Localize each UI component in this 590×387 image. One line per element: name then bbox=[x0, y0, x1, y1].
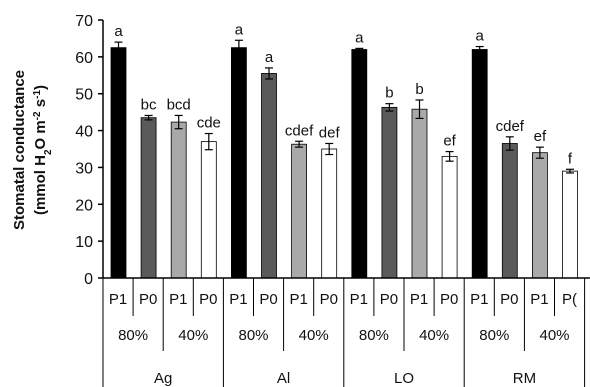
bar bbox=[321, 148, 338, 279]
bar bbox=[381, 106, 398, 279]
significance-label: a bbox=[355, 29, 364, 46]
bar bbox=[501, 143, 518, 279]
x-label-phosphorus: P1 bbox=[289, 291, 307, 308]
bar bbox=[230, 47, 247, 279]
x-label-phosphorus: P0 bbox=[259, 291, 277, 308]
significance-label: cdef bbox=[496, 118, 525, 135]
bar bbox=[291, 143, 308, 279]
significance-label: bcd bbox=[167, 96, 191, 113]
bar bbox=[562, 170, 578, 279]
significance-label: bc bbox=[141, 96, 157, 113]
bar bbox=[532, 152, 548, 279]
x-label-water: 80% bbox=[238, 327, 268, 344]
x-label-water: 40% bbox=[539, 327, 569, 344]
x-label-phosphorus: P1 bbox=[229, 291, 247, 308]
x-label-phosphorus: P0 bbox=[500, 291, 518, 308]
y-tick-label: 20 bbox=[75, 197, 93, 214]
y-tick-label: 10 bbox=[75, 234, 93, 251]
bar bbox=[351, 49, 368, 279]
significance-label: f bbox=[568, 150, 573, 167]
x-label-phosphorus: P0 bbox=[139, 291, 157, 308]
significance-label: a bbox=[235, 21, 244, 38]
bar bbox=[170, 121, 187, 279]
x-label-phosphorus: P1 bbox=[470, 291, 488, 308]
bar bbox=[471, 49, 488, 279]
bar bbox=[261, 73, 277, 279]
x-label-phosphorus: P1 bbox=[410, 291, 428, 308]
y-axis-title-line2: (mmol H2O m-2 s-1) bbox=[32, 85, 54, 215]
y-tick-label: 40 bbox=[75, 124, 93, 141]
significance-label: ef bbox=[534, 128, 547, 145]
x-label-phosphorus: P0 bbox=[320, 291, 338, 308]
x-label-phosphorus: P1 bbox=[530, 291, 548, 308]
significance-label: ef bbox=[443, 133, 456, 150]
y-tick-label: 0 bbox=[84, 271, 93, 288]
y-tick-label: 60 bbox=[75, 50, 93, 67]
x-label-group: LO bbox=[394, 370, 414, 387]
x-axis-table: P1 P0 P1 P0 P1 P0 P1 P0 P1 P0 P1 P0 P1 P0 P1 P( 80% 40% 80… bbox=[102, 277, 590, 387]
significance-label: a bbox=[114, 23, 123, 40]
significance-label: a bbox=[265, 49, 274, 66]
y-tick-label: 70 bbox=[75, 13, 93, 30]
bar bbox=[200, 141, 217, 279]
x-label-water: 80% bbox=[479, 327, 509, 344]
significance-label: b bbox=[415, 81, 423, 98]
x-label-group: RM bbox=[513, 370, 536, 387]
y-axis-title-line1: Stomatal conductance bbox=[11, 70, 28, 230]
x-label-water: 80% bbox=[118, 327, 148, 344]
x-label-group: Al bbox=[277, 370, 290, 387]
x-label-water: 40% bbox=[178, 327, 208, 344]
x-label-phosphorus: P0 bbox=[199, 291, 217, 308]
x-label-phosphorus: P1 bbox=[109, 291, 127, 308]
y-tick-label: 30 bbox=[75, 160, 93, 177]
x-label-phosphorus: P1 bbox=[350, 291, 368, 308]
y-tick-label: 50 bbox=[75, 87, 93, 104]
significance-label: cdef bbox=[285, 122, 314, 139]
y-axis: 0 10 20 30 40 50 60 70 bbox=[75, 13, 104, 288]
significance-label: a bbox=[476, 28, 485, 45]
x-label-phosphorus: P0 bbox=[380, 291, 398, 308]
x-label-water: 40% bbox=[419, 327, 449, 344]
x-label-water: 40% bbox=[299, 327, 329, 344]
x-label-phosphorus: P( bbox=[562, 291, 577, 308]
x-label-group: Ag bbox=[154, 370, 172, 387]
x-label-phosphorus: P1 bbox=[169, 291, 187, 308]
y-axis-title: Stomatal conductance (mmol H2O m-2 s-1) bbox=[11, 70, 54, 230]
bar bbox=[411, 108, 428, 279]
bar bbox=[441, 155, 458, 279]
significance-label: cde bbox=[197, 115, 221, 132]
x-label-phosphorus: P0 bbox=[440, 291, 458, 308]
bar bbox=[140, 117, 157, 279]
bar bbox=[110, 47, 127, 279]
significance-label: b bbox=[385, 85, 393, 102]
significance-label: def bbox=[319, 124, 341, 141]
x-label-water: 80% bbox=[359, 327, 389, 344]
